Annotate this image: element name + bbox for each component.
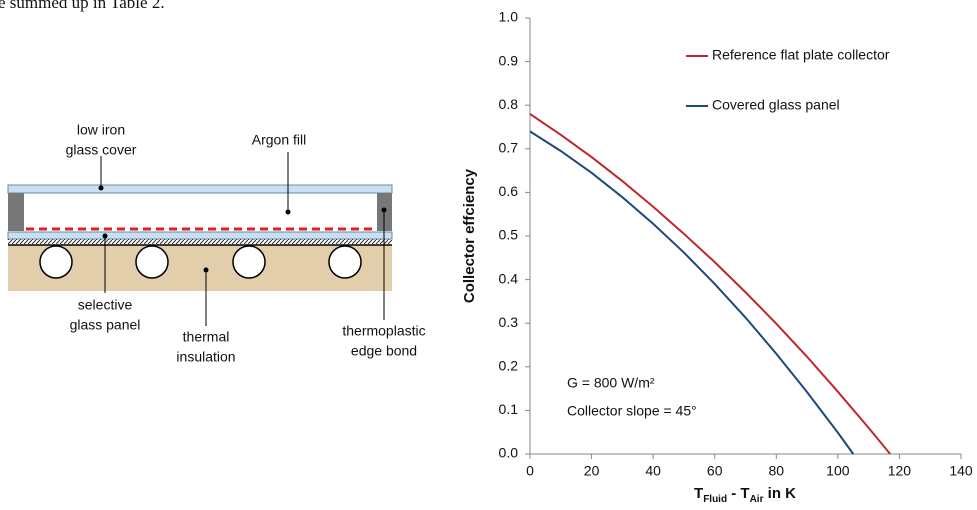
y-tick-label: 0.6 (499, 183, 519, 199)
series-line (529, 113, 891, 455)
leader-dot (203, 267, 209, 273)
leader-dot (285, 209, 291, 215)
x-tick-label: 0 (526, 463, 534, 479)
y-tick-label: 0.9 (499, 52, 519, 68)
hatch (8, 239, 392, 244)
y-tick-label: 0.1 (499, 401, 519, 417)
x-axis-label: TFluid - TAir in K (694, 485, 796, 505)
insulation (8, 245, 392, 291)
collector-diagram (7, 152, 393, 326)
diagram-label: thermal (183, 329, 230, 345)
x-tick-label: 100 (826, 463, 850, 479)
diagram-label: Argon fill (252, 132, 306, 148)
diagram-label: selective (78, 297, 133, 313)
leader-dot (98, 185, 104, 191)
y-tick-label: 0.8 (499, 96, 519, 112)
y-tick-label: 0.0 (499, 445, 519, 461)
y-tick-label: 0.5 (499, 227, 519, 243)
legend-label: Covered glass panel (712, 97, 840, 113)
x-tick-label: 60 (707, 463, 723, 479)
diagram-label: low iron (77, 122, 125, 138)
leader-dot (381, 207, 387, 213)
x-tick-label: 140 (949, 463, 973, 479)
x-axis-label-part: in K (763, 485, 796, 502)
x-axis-label-part: - T (727, 485, 750, 502)
x-tick-label: 120 (888, 463, 912, 479)
leader-dot (102, 233, 108, 239)
pipe (39, 245, 73, 279)
x-tick-label: 40 (645, 463, 661, 479)
y-tick-label: 0.3 (499, 314, 519, 330)
pipe (328, 245, 362, 279)
y-tick-label: 0.2 (499, 358, 519, 374)
annotation: G = 800 W/m² (567, 375, 655, 391)
chart: 0.0 0.1 0.2 0.3 0.4 0.5 0.6 0.7 0.8 0.9 1.0 0 20 40 60… (461, 9, 973, 505)
diagram-label: edge bond (351, 343, 417, 359)
diagram-labels: low iron glass cover Argon fill selective gl… (66, 122, 426, 365)
pipe (232, 245, 266, 279)
legend-label: Reference flat plate collector (712, 47, 890, 63)
x-axis-label-part: Fluid (703, 494, 727, 505)
x-tick-label: 80 (768, 463, 784, 479)
page-text: e summed up in Table 2. (0, 0, 165, 12)
y-axis-label: Collector effciency (461, 168, 478, 303)
diagram-label: glass cover (66, 142, 137, 158)
series-line (529, 130, 855, 455)
glass-cover (7, 184, 393, 194)
edge-bond (8, 193, 24, 231)
diagram-label: thermoplastic (342, 323, 425, 339)
y-tick-label: 1.0 (499, 9, 519, 25)
glass-panel (7, 231, 393, 240)
x-axis-label-part: T (694, 485, 703, 502)
diagram-label: insulation (176, 349, 235, 365)
y-tick-label: 0.7 (499, 140, 519, 156)
pipe (135, 245, 169, 279)
annotation: Collector slope = 45° (567, 403, 697, 419)
x-axis-label-part: Air (750, 494, 764, 505)
x-tick-label: 20 (584, 463, 600, 479)
diagram-label: glass panel (70, 317, 141, 333)
y-tick-label: 0.4 (499, 270, 519, 286)
